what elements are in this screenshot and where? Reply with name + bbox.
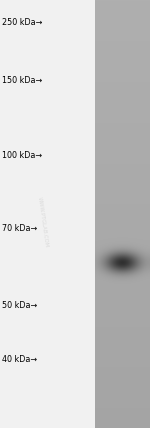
Text: 50 kDa→: 50 kDa→ (2, 300, 37, 309)
Text: WWW.PTGLAB.COM: WWW.PTGLAB.COM (37, 197, 49, 248)
Text: 70 kDa→: 70 kDa→ (2, 223, 37, 232)
Text: 40 kDa→: 40 kDa→ (2, 356, 37, 365)
Text: 150 kDa→: 150 kDa→ (2, 75, 42, 84)
Text: 250 kDa→: 250 kDa→ (2, 18, 42, 27)
Text: 100 kDa→: 100 kDa→ (2, 151, 42, 160)
